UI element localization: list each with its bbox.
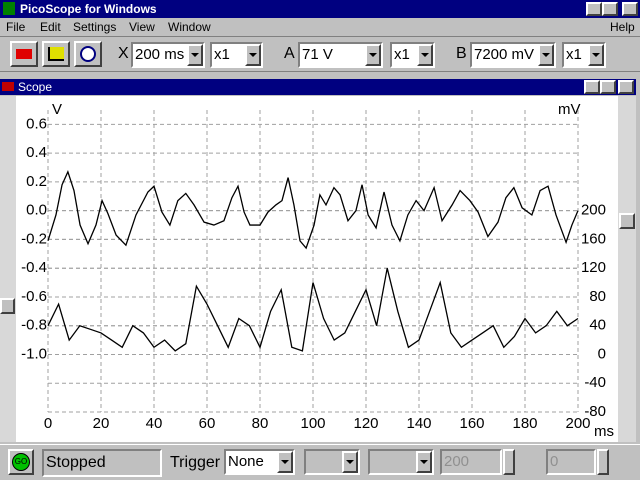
x-tick-label: 40: [146, 415, 163, 432]
trigger-direction-dropdown[interactable]: [368, 449, 434, 475]
x-tick-label: 100: [300, 415, 325, 432]
right-scrollbar[interactable]: [618, 96, 636, 442]
status-text: Stopped: [46, 454, 106, 471]
scope-title-bar: Scope: [0, 79, 636, 95]
status-field: Stopped: [42, 449, 162, 477]
y-tick-label: -1.0: [21, 345, 47, 362]
go-label: GO: [12, 453, 30, 471]
close-button[interactable]: [622, 2, 638, 16]
left-scrollbar[interactable]: [0, 96, 16, 442]
menu-item[interactable]: View: [129, 20, 155, 34]
x-tick-label: 80: [252, 415, 269, 432]
go-button[interactable]: GO: [8, 449, 34, 475]
b-mult-dropdown[interactable]: x1: [562, 42, 606, 68]
y-tick-label: 0.6: [26, 115, 47, 132]
spectrum-button[interactable]: [42, 41, 70, 67]
y-tick-label: 0.0: [26, 202, 47, 219]
timebase-dropdown[interactable]: 200 ms: [131, 42, 205, 68]
y2-tick-label: 40: [589, 317, 606, 334]
y2-tick-label: 80: [589, 288, 606, 305]
trace: [47, 170, 579, 250]
trigger-label: Trigger: [170, 454, 221, 471]
delay-field[interactable]: 0: [546, 449, 596, 475]
maximize-button[interactable]: [600, 80, 616, 94]
maximize-button[interactable]: [602, 2, 618, 16]
x-mult-dropdown[interactable]: x1: [210, 42, 263, 68]
window-title: PicoScope for Windows: [20, 2, 157, 16]
y2-tick-label: -40: [584, 374, 606, 391]
x-tick-label: 180: [512, 415, 537, 432]
spin-button[interactable]: [503, 449, 515, 475]
x-label: X: [118, 45, 129, 62]
scope-plot: V mV ms 0 20 40 60 80 100 120 140 160 180 200 0.6 0.…: [16, 96, 618, 442]
y2-tick-label: 160: [581, 230, 606, 247]
minimize-button[interactable]: [584, 80, 600, 94]
minimize-button[interactable]: [586, 2, 602, 16]
y-tick-label: 0.4: [26, 144, 47, 161]
toolbar: X 200 ms x1 A 71 V x1 B 7200 mV x1: [0, 36, 640, 72]
b-range-value: 7200 mV: [474, 46, 535, 63]
y2-axis-label: mV: [558, 101, 581, 118]
y-tick-label: -0.6: [21, 288, 47, 305]
a-range-dropdown[interactable]: 71 V: [298, 42, 383, 68]
y-axis-label: V: [52, 101, 62, 118]
menu-item[interactable]: Settings: [73, 20, 117, 34]
title-bar: PicoScope for Windows: [0, 0, 640, 18]
x-tick-label: 20: [93, 415, 110, 432]
y2-tick-label: 120: [581, 259, 606, 276]
status-bar: GO Stopped Trigger None 200 0: [0, 444, 640, 480]
x-tick-label: 200: [565, 415, 590, 432]
meter-button[interactable]: [74, 41, 102, 67]
scope-icon: [2, 82, 14, 91]
x-mult-value: x1: [214, 46, 230, 63]
x-tick-label: 160: [459, 415, 484, 432]
trigger-channel-dropdown[interactable]: [304, 449, 360, 475]
b-range-dropdown[interactable]: 7200 mV: [470, 42, 556, 68]
a-range-value: 71 V: [302, 46, 333, 63]
menu-item[interactable]: Edit: [40, 20, 61, 34]
y2-tick-label: -80: [584, 403, 606, 420]
x-tick-label: 120: [353, 415, 378, 432]
close-button[interactable]: [618, 80, 634, 94]
trigger-dropdown[interactable]: None: [224, 449, 295, 475]
b-label: B: [456, 45, 467, 62]
a-label: A: [284, 45, 295, 62]
scroll-thumb[interactable]: [619, 213, 635, 229]
y-tick-label: -0.4: [21, 259, 47, 276]
scope-button[interactable]: [10, 41, 38, 67]
timebase-value: 200 ms: [135, 46, 185, 63]
y-tick-label: -0.8: [21, 317, 47, 334]
x-axis-label: ms: [594, 423, 614, 440]
y-tick-label: 0.2: [26, 173, 47, 190]
delay-value: 0: [550, 453, 559, 470]
threshold-field[interactable]: 200: [440, 449, 502, 475]
scroll-thumb[interactable]: [0, 298, 15, 314]
menu-item[interactable]: Window: [168, 20, 211, 34]
trace: [47, 268, 579, 352]
b-mult-value: x1: [566, 46, 582, 63]
scope-title: Scope: [18, 80, 53, 94]
threshold-value: 200: [444, 453, 470, 470]
x-tick-label: 140: [406, 415, 431, 432]
y2-tick-label: 0: [598, 345, 606, 362]
x-tick-label: 0: [44, 415, 52, 432]
menu-item[interactable]: Help: [610, 20, 635, 34]
y2-tick-label: 200: [581, 202, 606, 219]
menu-item[interactable]: File: [6, 20, 26, 34]
spin-button[interactable]: [597, 449, 609, 475]
trigger-value: None: [228, 453, 264, 470]
a-mult-value: x1: [394, 46, 410, 63]
a-mult-dropdown[interactable]: x1: [390, 42, 435, 68]
app-icon: [3, 2, 15, 15]
x-tick-label: 60: [199, 415, 216, 432]
menu-bar: File Edit Settings View Window Help: [0, 18, 640, 36]
y-tick-label: -0.2: [21, 230, 47, 247]
